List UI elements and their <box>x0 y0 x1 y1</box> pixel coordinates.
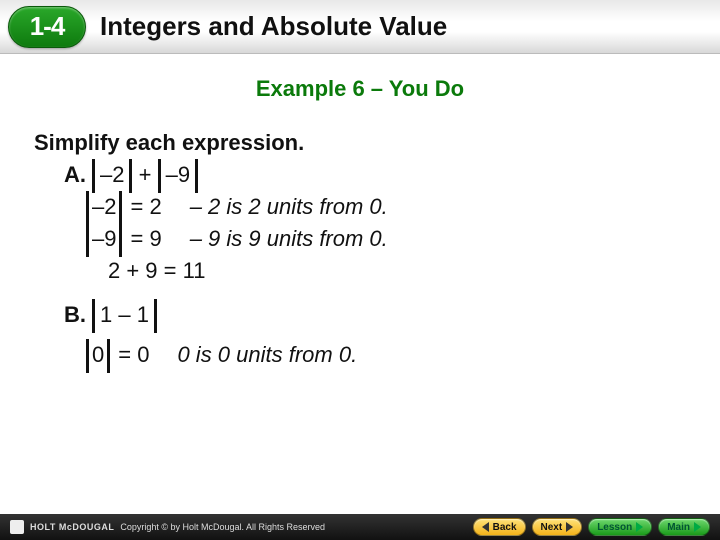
next-button[interactable]: Next <box>532 518 583 536</box>
note-a1: – 2 is 2 units from 0. <box>190 194 388 220</box>
abs-step-a2: –9 <box>86 226 122 252</box>
step-a3: 2 + 9 = 11 <box>108 258 686 284</box>
abs-step-b1: 0 <box>86 342 110 368</box>
footer-bar: HOLT McDOUGAL Copyright © by Holt McDoug… <box>0 514 720 540</box>
problem-a-expression: A. –2 + –9 <box>64 162 686 188</box>
lesson-arrow-icon <box>636 522 643 532</box>
footer-nav: Back Next Lesson Main <box>473 518 710 536</box>
eq-a1: = 2 <box>130 194 161 220</box>
copyright-text: Copyright © by Holt McDougal. All Rights… <box>120 522 325 532</box>
lesson-header: 1-4 Integers and Absolute Value <box>0 0 720 54</box>
next-arrow-icon <box>566 522 573 532</box>
next-label: Next <box>541 522 563 533</box>
expr-a: –2 + –9 <box>92 162 198 188</box>
eq-a2: = 9 <box>130 226 161 252</box>
lesson-number: 1-4 <box>30 11 65 42</box>
sum-a: 2 + 9 = 11 <box>108 258 205 284</box>
abs-b: 1 – 1 <box>92 302 157 328</box>
plus-sign: + <box>139 162 152 187</box>
abs-neg9: –9 <box>158 162 198 188</box>
abs-step-a1: –2 <box>86 194 122 220</box>
main-button[interactable]: Main <box>658 518 710 536</box>
lesson-badge: 1-4 <box>8 6 86 48</box>
step-a1: –2 = 2 – 2 is 2 units from 0. <box>86 194 686 220</box>
back-button[interactable]: Back <box>473 518 526 536</box>
abs-neg2: –2 <box>92 162 132 188</box>
problem-b: B. 1 – 1 0 = 0 0 is 0 units from 0. <box>64 302 686 368</box>
instruction-text: Simplify each expression. <box>34 130 686 156</box>
step-b1: 0 = 0 0 is 0 units from 0. <box>86 342 686 368</box>
footer-left: HOLT McDOUGAL Copyright © by Holt McDoug… <box>10 520 325 534</box>
main-arrow-icon <box>694 522 701 532</box>
eq-b1: = 0 <box>118 342 149 368</box>
lesson-title: Integers and Absolute Value <box>100 11 447 42</box>
problem-b-expression: B. 1 – 1 <box>64 302 686 328</box>
step-a2: –9 = 9 – 9 is 9 units from 0. <box>86 226 686 252</box>
problem-b-label: B. <box>64 302 86 328</box>
main-label: Main <box>667 522 690 533</box>
publisher-logo-icon <box>10 520 24 534</box>
note-a2: – 9 is 9 units from 0. <box>190 226 388 252</box>
problem-a-label: A. <box>64 162 86 188</box>
lesson-button[interactable]: Lesson <box>588 518 652 536</box>
problem-a: A. –2 + –9 –2 = 2 – 2 is 2 units from 0.… <box>64 162 686 284</box>
slide-content: Simplify each expression. A. –2 + –9 –2 … <box>0 130 720 368</box>
publisher-name: HOLT McDOUGAL <box>30 522 114 532</box>
back-label: Back <box>493 522 517 533</box>
note-b1: 0 is 0 units from 0. <box>177 342 357 368</box>
lesson-label: Lesson <box>597 522 632 533</box>
back-arrow-icon <box>482 522 489 532</box>
example-heading: Example 6 – You Do <box>0 76 720 102</box>
